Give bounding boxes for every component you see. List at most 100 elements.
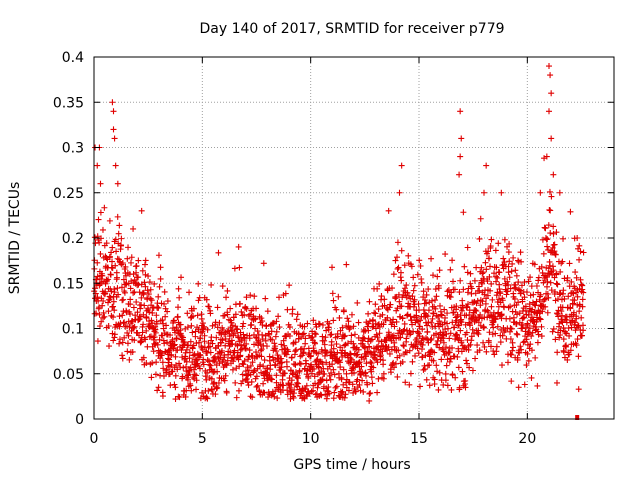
data-point bbox=[312, 331, 319, 338]
data-point bbox=[286, 332, 293, 339]
data-point bbox=[425, 286, 432, 293]
data-point bbox=[379, 311, 386, 318]
data-point bbox=[156, 283, 163, 290]
data-point bbox=[423, 300, 430, 307]
data-point bbox=[528, 374, 535, 381]
data-point bbox=[513, 330, 520, 337]
data-point bbox=[141, 261, 148, 268]
data-point bbox=[480, 324, 487, 331]
data-point bbox=[253, 305, 260, 312]
data-point bbox=[337, 327, 344, 334]
data-point bbox=[560, 287, 567, 294]
data-point bbox=[385, 344, 392, 351]
data-point bbox=[346, 379, 353, 386]
data-point bbox=[284, 391, 291, 398]
data-point bbox=[504, 278, 511, 285]
data-point bbox=[172, 384, 179, 391]
data-point bbox=[483, 162, 490, 169]
data-point bbox=[468, 290, 475, 297]
data-point bbox=[571, 297, 578, 304]
data-point bbox=[560, 235, 567, 242]
data-point bbox=[385, 207, 392, 214]
data-point bbox=[414, 329, 421, 336]
data-point bbox=[371, 309, 378, 316]
data-point bbox=[341, 332, 348, 339]
data-point bbox=[273, 328, 280, 335]
data-point bbox=[483, 266, 490, 273]
data-point bbox=[254, 328, 261, 335]
data-point bbox=[148, 297, 155, 304]
data-point bbox=[178, 333, 185, 340]
data-point bbox=[376, 280, 383, 287]
data-point bbox=[300, 330, 307, 337]
data-point bbox=[207, 310, 214, 317]
data-point bbox=[238, 341, 245, 348]
data-point bbox=[211, 380, 218, 387]
data-point bbox=[116, 222, 123, 229]
data-point bbox=[326, 390, 333, 397]
data-point bbox=[143, 315, 150, 322]
data-point bbox=[259, 336, 266, 343]
data-point bbox=[559, 312, 566, 319]
data-point bbox=[550, 171, 557, 178]
data-point bbox=[417, 383, 424, 390]
data-point bbox=[352, 346, 359, 353]
data-point bbox=[182, 393, 189, 400]
data-point bbox=[436, 318, 443, 325]
data-point bbox=[146, 309, 153, 316]
data-point bbox=[424, 328, 431, 335]
data-point bbox=[231, 355, 238, 362]
data-point bbox=[543, 264, 550, 271]
data-point bbox=[208, 386, 215, 393]
data-point bbox=[399, 315, 406, 322]
data-point bbox=[300, 350, 307, 357]
data-point bbox=[265, 394, 272, 401]
data-point bbox=[319, 321, 326, 328]
data-point bbox=[190, 305, 197, 312]
data-point bbox=[179, 354, 186, 361]
data-point bbox=[504, 288, 511, 295]
data-point bbox=[101, 313, 108, 320]
data-point bbox=[471, 277, 478, 284]
data-point bbox=[232, 323, 239, 330]
data-point bbox=[116, 336, 123, 343]
data-point bbox=[483, 348, 490, 355]
data-point bbox=[259, 331, 266, 338]
data-point bbox=[274, 395, 281, 402]
data-point bbox=[446, 293, 453, 300]
data-point bbox=[476, 287, 483, 294]
data-point bbox=[487, 343, 494, 350]
data-point bbox=[358, 354, 365, 361]
data-point bbox=[141, 279, 148, 286]
data-point bbox=[547, 230, 554, 237]
data-point bbox=[400, 343, 407, 350]
data-point bbox=[457, 277, 464, 284]
data-point bbox=[92, 285, 99, 292]
data-point bbox=[114, 213, 121, 220]
data-point bbox=[161, 300, 168, 307]
data-point bbox=[548, 135, 555, 142]
data-point bbox=[457, 108, 464, 115]
data-point bbox=[354, 299, 361, 306]
data-point bbox=[420, 288, 427, 295]
data-point bbox=[553, 270, 560, 277]
data-point bbox=[356, 381, 363, 388]
data-point bbox=[283, 358, 290, 365]
data-point bbox=[405, 300, 412, 307]
data-point bbox=[335, 293, 342, 300]
data-point bbox=[446, 335, 453, 342]
data-point bbox=[430, 272, 437, 279]
data-point bbox=[226, 338, 233, 345]
data-point bbox=[111, 289, 118, 296]
data-point bbox=[524, 321, 531, 328]
data-point bbox=[95, 216, 102, 223]
data-point bbox=[106, 217, 113, 224]
data-point bbox=[499, 297, 506, 304]
data-point bbox=[469, 367, 476, 374]
data-point bbox=[288, 377, 295, 384]
data-point bbox=[171, 317, 178, 324]
data-point bbox=[449, 257, 456, 264]
data-point bbox=[472, 307, 479, 314]
data-point bbox=[356, 359, 363, 366]
data-point bbox=[331, 371, 338, 378]
